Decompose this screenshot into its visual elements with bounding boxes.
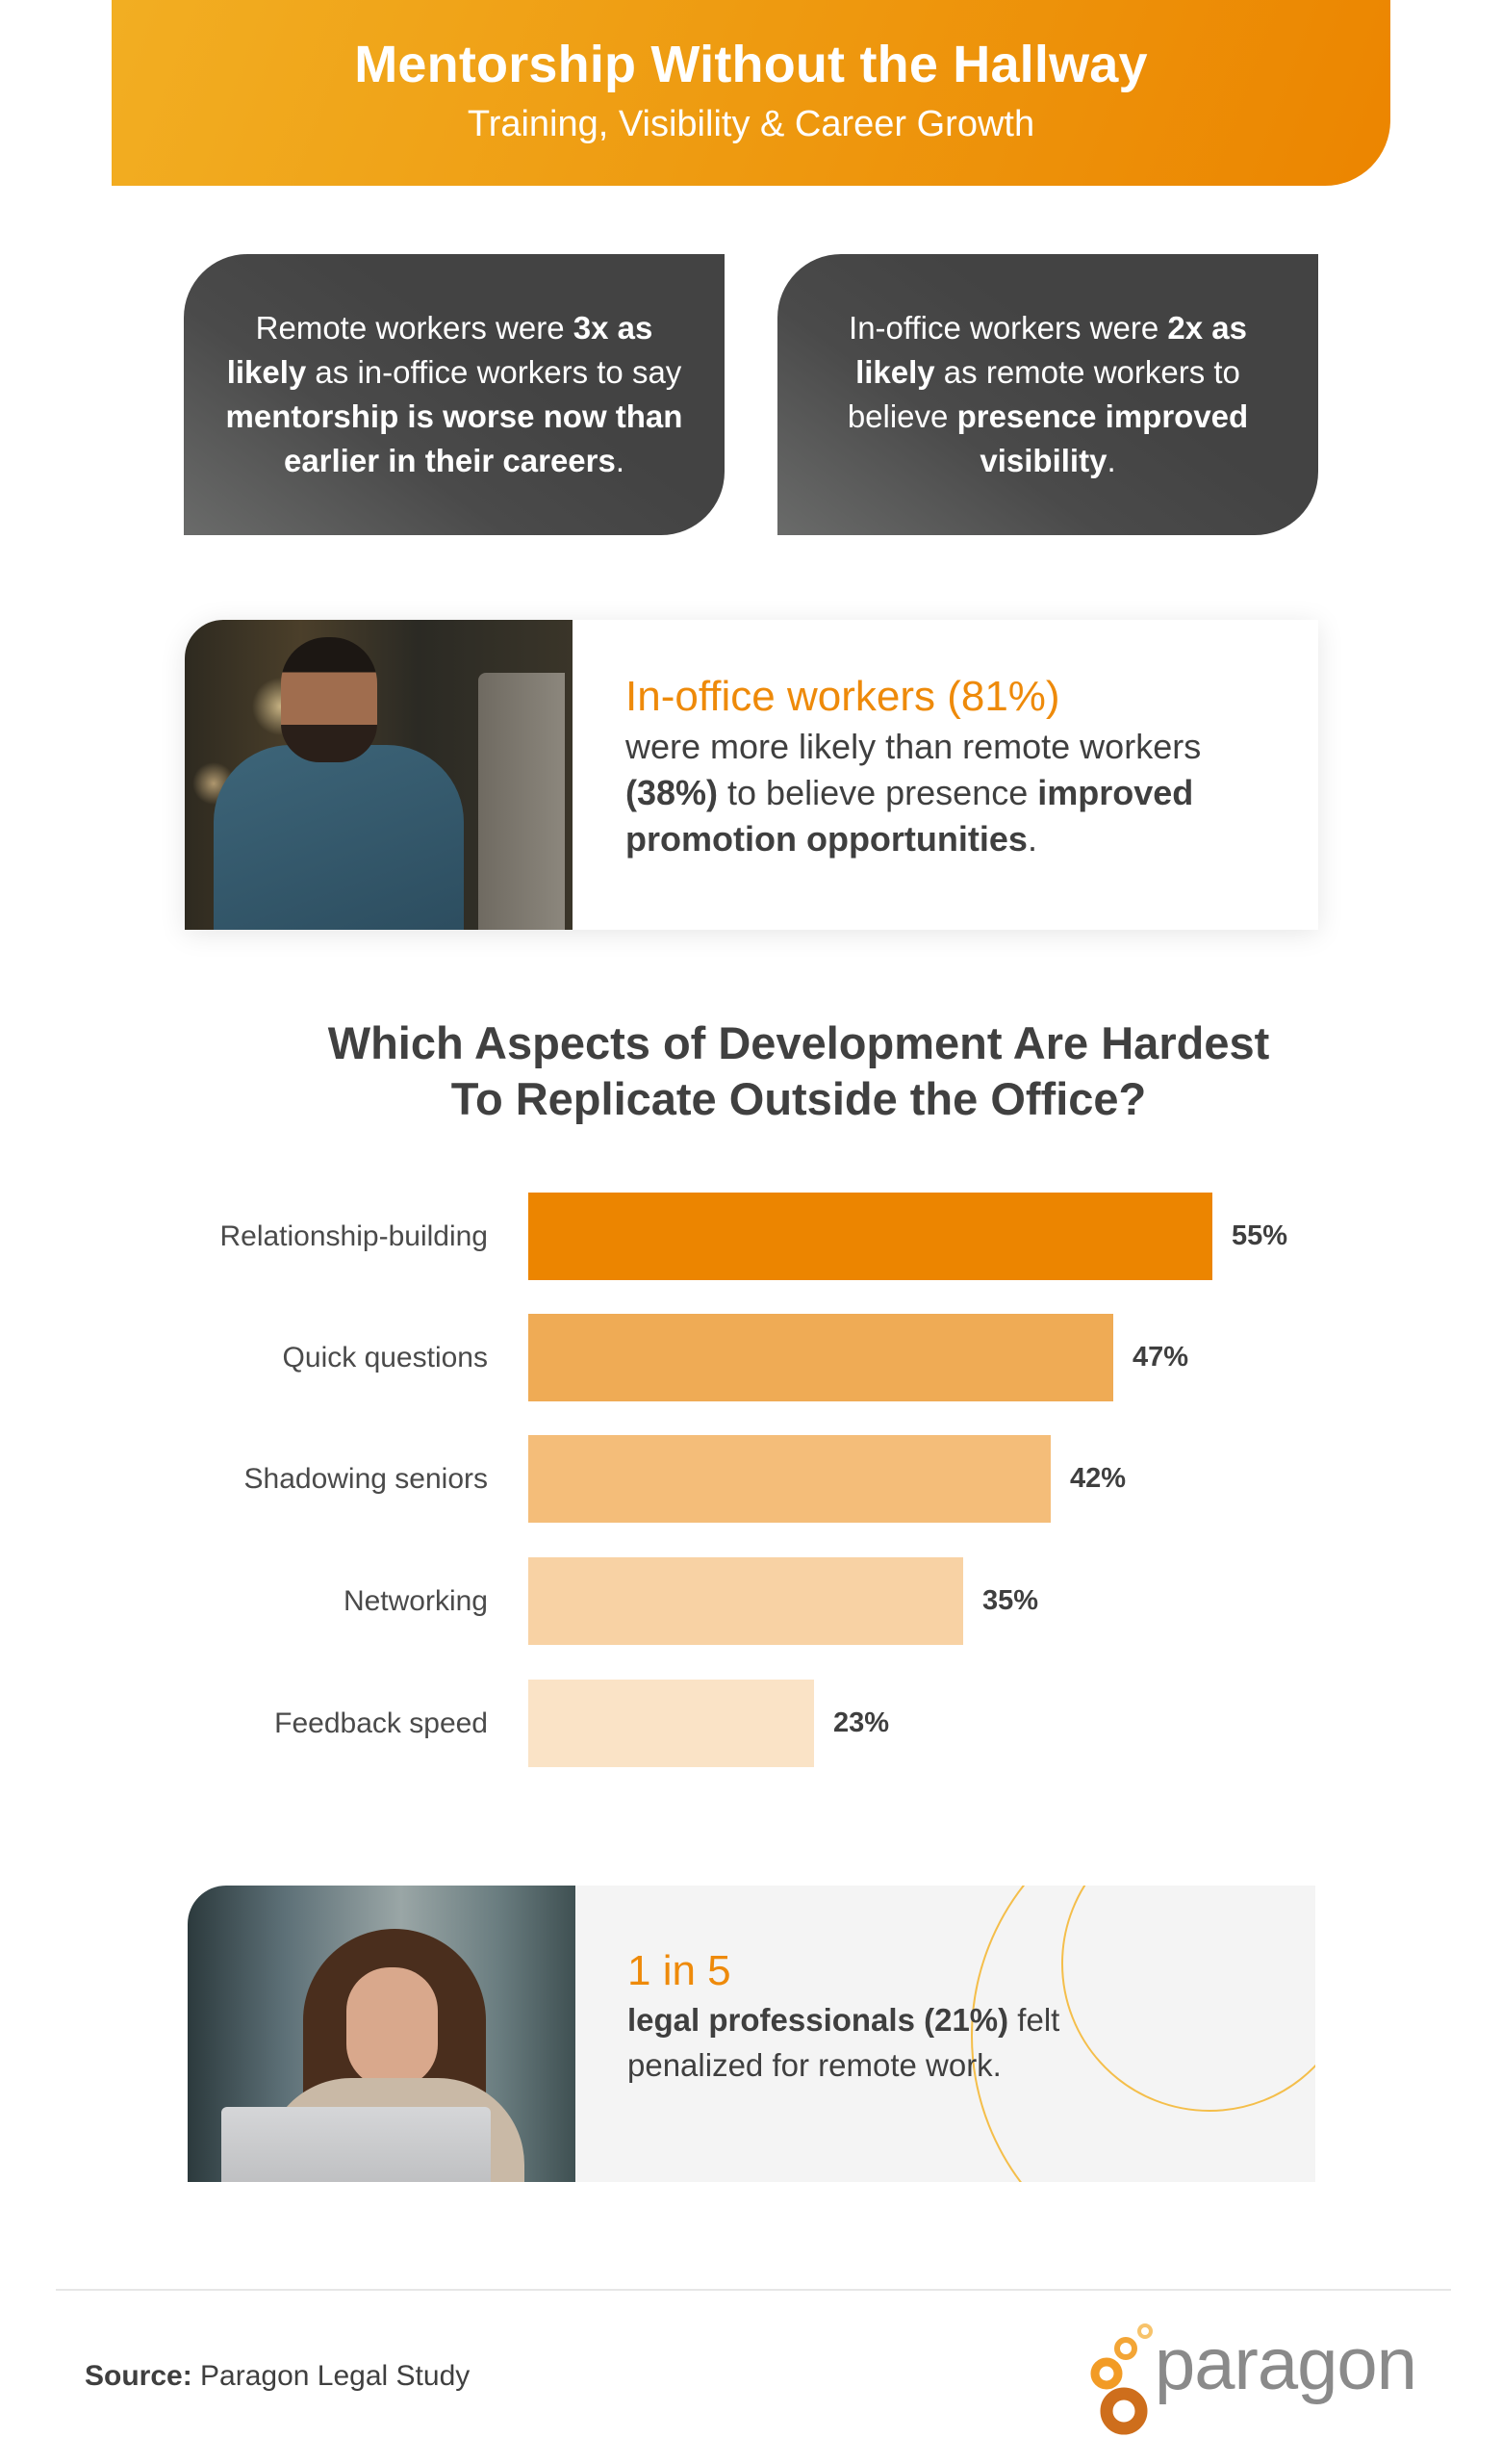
remote-penalty-stat-card: 1 in 5 legal professionals (21%) felt pe…: [188, 1886, 1315, 2182]
bar-value: 47%: [1133, 1342, 1189, 1373]
promotion-stat-card: In-office workers (81%) were more likely…: [185, 620, 1318, 930]
bar-label: Feedback speed: [274, 1707, 488, 1739]
bar: [528, 1193, 1212, 1280]
decorative-arcs-icon: [971, 1886, 1315, 2182]
bar-value: 55%: [1232, 1220, 1288, 1251]
stat-card-text: In-office workers were 2x as likely as r…: [847, 310, 1249, 478]
header-banner: Mentorship Without the Hallway Training,…: [112, 0, 1390, 186]
laptop-shape: [221, 2107, 491, 2182]
person-face-shape: [346, 1967, 438, 2088]
remote-penalty-body: legal professionals (21%) felt: [627, 2002, 1060, 2038]
promotion-stat-text: In-office workers (81%) were more likely…: [625, 670, 1280, 862]
bar-row: Quick questions 47%: [0, 1314, 1502, 1401]
bar: [528, 1314, 1113, 1401]
chart-title-line-1: Which Aspects of Development Are Hardest: [327, 1017, 1270, 1068]
page-subtitle: Training, Visibility & Career Growth: [467, 104, 1035, 144]
bar-value: 42%: [1070, 1463, 1127, 1494]
promotion-stat-body: were more likely than remote workers (38…: [625, 727, 1202, 859]
page-title: Mentorship Without the Hallway: [354, 36, 1148, 93]
person-body-shape: [214, 745, 464, 930]
bar-label: Quick questions: [282, 1341, 488, 1373]
bar: [528, 1435, 1051, 1523]
paragon-rings-icon: [1090, 2323, 1153, 2435]
bar-row: Shadowing seniors 42%: [0, 1435, 1502, 1523]
remote-penalty-stat-text: 1 in 5 legal professionals (21%) felt pe…: [627, 1945, 1059, 2088]
person-head-shape: [281, 637, 377, 762]
footer-divider: [56, 2289, 1451, 2291]
chart-title-line-2: To Replicate Outside the Office?: [450, 1073, 1147, 1124]
remote-penalty-body-line-2: penalized for remote work.: [627, 2047, 1002, 2083]
promotion-stat-highlight: In-office workers (81%): [625, 673, 1060, 720]
woman-at-laptop-photo: [188, 1886, 575, 2182]
paragon-wordmark: paragon: [1155, 2323, 1417, 2405]
bar-label: Networking: [343, 1584, 488, 1617]
stat-card-inoffice-visibility: In-office workers were 2x as likely as r…: [777, 254, 1318, 535]
paragon-logo: paragon: [1087, 2315, 1417, 2440]
bar-label: Shadowing seniors: [243, 1462, 489, 1495]
man-at-computer-photo: [185, 620, 573, 930]
bar-value: 23%: [833, 1707, 890, 1738]
bar: [528, 1557, 963, 1645]
bar-value: 35%: [982, 1585, 1039, 1616]
bar-row: Relationship-building 55%: [0, 1193, 1502, 1280]
bar-row: Networking 35%: [0, 1557, 1502, 1645]
chart-title: Which Aspects of Development Are Hardest…: [289, 1015, 1309, 1127]
monitor-shape: [478, 673, 565, 930]
bar-label: Relationship-building: [219, 1219, 488, 1252]
source-citation: Source: Paragon Legal Study: [85, 2360, 471, 2392]
stat-card-remote-mentorship: Remote workers were 3x as likely as in-o…: [184, 254, 725, 535]
bar: [528, 1680, 814, 1767]
bar-row: Feedback speed 23%: [0, 1680, 1502, 1767]
remote-penalty-highlight: 1 in 5: [627, 1947, 731, 1994]
stat-card-text: Remote workers were 3x as likely as in-o…: [225, 310, 683, 478]
